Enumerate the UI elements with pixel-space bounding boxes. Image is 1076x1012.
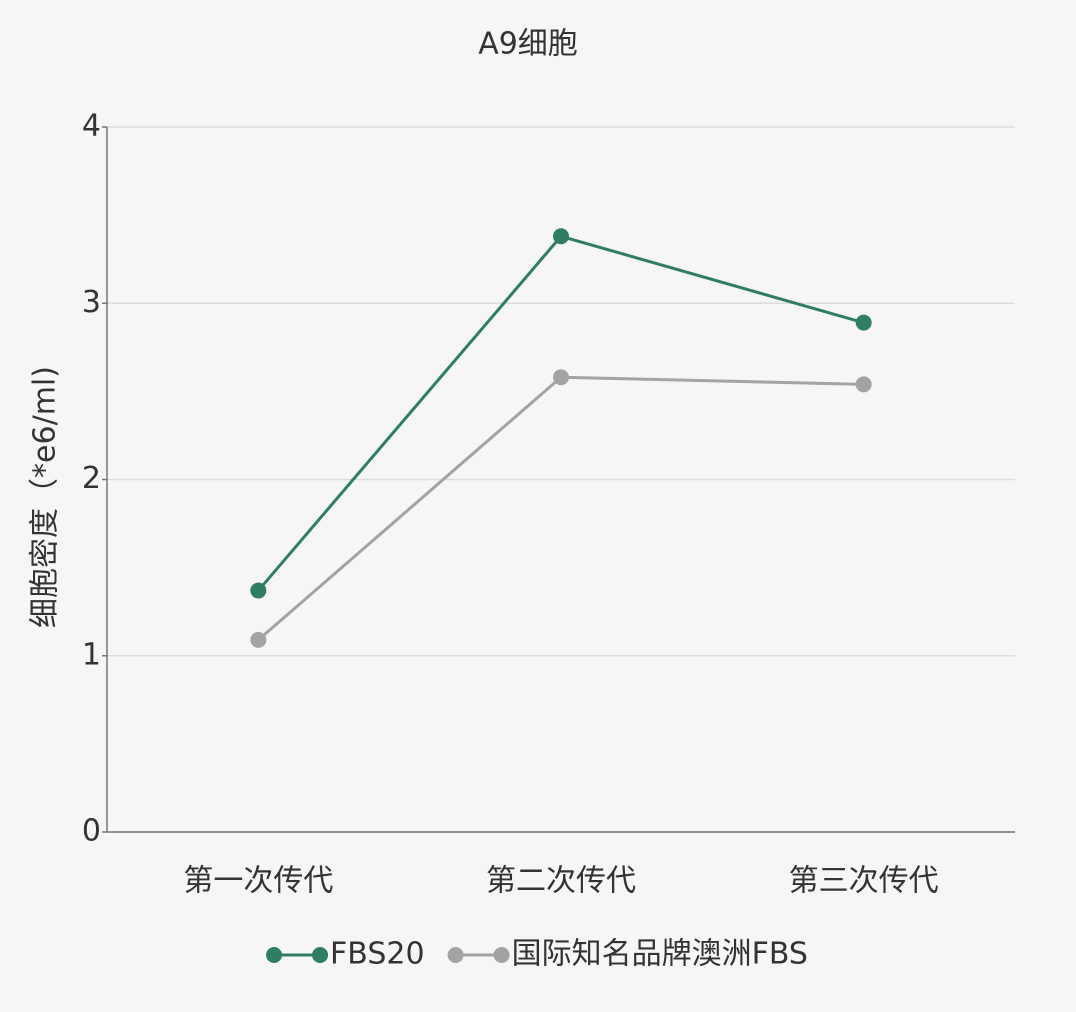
data-point xyxy=(553,369,569,386)
y-tick-label: 4 xyxy=(82,109,101,144)
y-tick-label: 0 xyxy=(82,814,101,849)
data-point xyxy=(553,228,569,245)
y-tick-label: 1 xyxy=(82,637,101,672)
data-point xyxy=(250,582,267,599)
chart-title: A9细胞 xyxy=(478,27,578,62)
data-point xyxy=(855,376,872,393)
legend-marker xyxy=(266,947,283,963)
y-tick-label: 3 xyxy=(82,285,101,320)
legend-label: FBS20 xyxy=(330,937,425,972)
legend-marker xyxy=(312,947,329,963)
legend-marker xyxy=(493,947,510,963)
y-tick-label: 2 xyxy=(82,461,101,496)
y-axis-label: 细胞密度（*e6/ml) xyxy=(28,366,63,628)
legend-label: 国际知名品牌澳洲FBS xyxy=(512,937,808,972)
data-point xyxy=(250,631,267,648)
x-tick-label: 第三次传代 xyxy=(789,864,939,899)
legend-marker xyxy=(447,947,464,963)
data-point xyxy=(855,314,872,331)
x-tick-label: 第一次传代 xyxy=(183,864,333,899)
x-tick-label: 第二次传代 xyxy=(486,864,636,899)
